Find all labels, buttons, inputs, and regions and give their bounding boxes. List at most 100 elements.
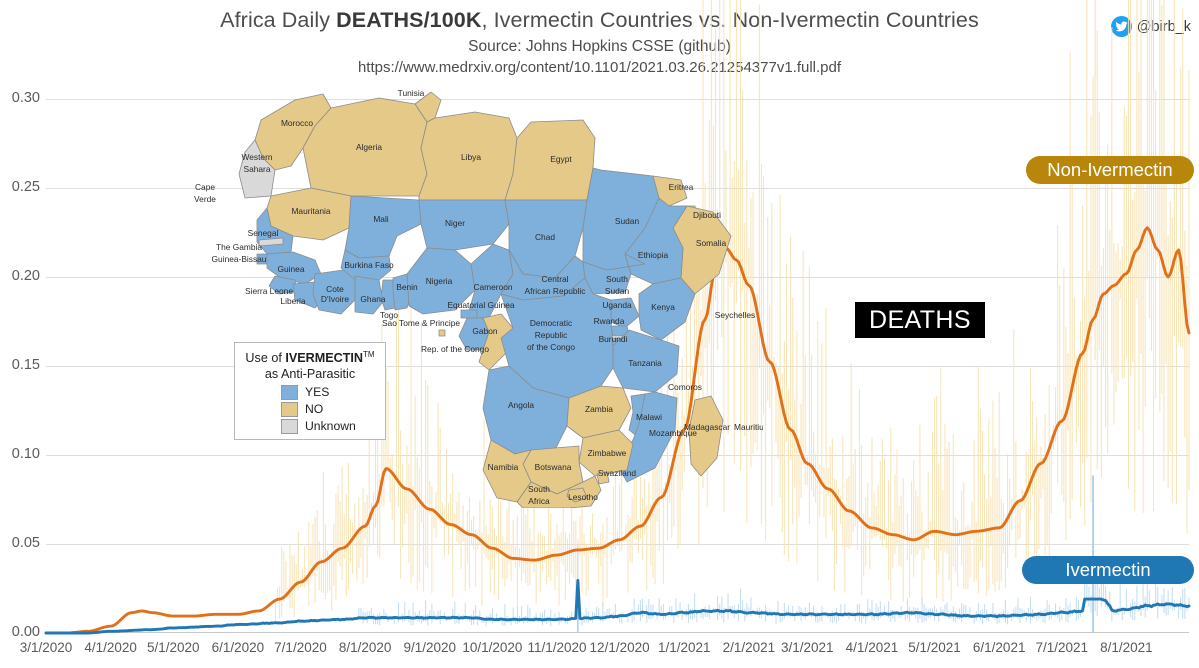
non-ivermectin-raw-series	[274, 0, 1190, 623]
country-zambia	[566, 385, 632, 439]
twitter-bird-icon	[1110, 16, 1132, 37]
map-legend-title: Use of IVERMECTINTM as Anti-Parasitic	[243, 350, 377, 383]
svg-text:African Republic: African Republic	[525, 286, 586, 296]
x-tick-label: 3/1/2021	[781, 640, 834, 655]
svg-text:Tanzania: Tanzania	[628, 358, 662, 368]
svg-text:Cameroon: Cameroon	[473, 282, 512, 292]
svg-text:Sao Tome & Principe: Sao Tome & Principe	[382, 318, 460, 328]
svg-text:Sudan: Sudan	[615, 216, 640, 226]
country-eritrea	[652, 175, 688, 207]
country-kenya	[638, 277, 696, 341]
y-axis-labels: 0.30 0.25 0.20 0.15 0.10 0.05 0.00	[0, 91, 40, 639]
svg-text:The Gambia: The Gambia	[216, 242, 262, 252]
source-url: https://www.medrxiv.org/content/10.1101/…	[357, 59, 842, 76]
svg-text:Gabon: Gabon	[472, 326, 497, 336]
svg-text:Cote: Cote	[326, 284, 344, 294]
svg-text:Burundi: Burundi	[599, 334, 628, 344]
ivermectin-line	[44, 579, 1191, 635]
y-tick-0.15: 0.15	[11, 357, 40, 373]
map-country-labels: Morocco Algeria Tunisia Libya Egypt West…	[194, 88, 763, 506]
legend-title-bold: IVERMECTIN	[285, 351, 363, 366]
country-madagascar	[688, 395, 724, 477]
svg-text:Rep. of the Congo: Rep. of the Congo	[421, 344, 489, 354]
svg-text:Mozambique: Mozambique	[649, 428, 697, 438]
legend-title-line2: as Anti-Parasitic	[264, 366, 356, 381]
svg-text:Cape: Cape	[195, 182, 215, 192]
legend-swatch-unknown	[281, 418, 298, 434]
legend-item-yes: YES	[281, 384, 377, 400]
title-part-1: Africa Daily	[220, 8, 337, 32]
x-tick-label: 2/1/2021	[722, 640, 776, 655]
svg-text:Morocco: Morocco	[281, 118, 313, 128]
non-ivermectin-series-label: Non-Ivermectin	[1026, 156, 1194, 184]
x-axis-labels: 3/1/2020 4/1/2020 5/1/2020 6/1/2020 7/1/2020…	[0, 640, 1199, 664]
country-ghana	[354, 275, 384, 315]
non-ivermectin-line	[44, 226, 1191, 635]
svg-text:Namibia: Namibia	[488, 462, 519, 472]
country-cameroon	[466, 243, 514, 331]
legend-swatch-yes	[281, 384, 298, 400]
country-guinea	[266, 251, 322, 285]
svg-text:Ethiopia: Ethiopia	[638, 250, 669, 260]
svg-text:Seychelles: Seychelles	[715, 310, 756, 320]
x-tick-label: 7/1/2020	[274, 640, 327, 655]
y-tick-0.30: 0.30	[11, 90, 40, 106]
x-tick-label: 6/1/2020	[211, 640, 265, 655]
svg-text:Angola: Angola	[508, 400, 534, 410]
legend-label-yes: YES	[305, 385, 330, 400]
x-tick-label: 4/1/2020	[84, 640, 137, 655]
svg-text:Mauritius: Mauritius	[734, 422, 763, 432]
x-tick-label: 9/1/2020	[403, 640, 457, 655]
country-drc	[500, 277, 614, 399]
series-plot	[44, 0, 1191, 635]
svg-text:Sierra Leone: Sierra Leone	[245, 286, 293, 296]
svg-text:Uganda: Uganda	[602, 300, 632, 310]
country-tunisia	[414, 91, 442, 123]
page-title: Africa Daily DEATHS/100K, Ivermectin Cou…	[0, 8, 1199, 33]
svg-text:Zimbabwe: Zimbabwe	[588, 448, 627, 458]
svg-text:Somalia: Somalia	[696, 238, 727, 248]
country-sierra-leone	[268, 275, 298, 295]
svg-text:Comoros: Comoros	[668, 382, 702, 392]
twitter-credit: @birb_k	[1110, 16, 1191, 37]
country-western-sahara	[238, 139, 276, 199]
svg-text:Republic: Republic	[535, 330, 568, 340]
svg-text:Western: Western	[241, 152, 272, 162]
y-tick-0.00: 0.00	[11, 624, 40, 640]
svg-text:Mali: Mali	[373, 214, 388, 224]
y-tick-0.20: 0.20	[11, 268, 40, 284]
svg-text:Niger: Niger	[445, 218, 465, 228]
legend-title-tm: TM	[363, 350, 375, 359]
svg-text:Central: Central	[542, 274, 569, 284]
legend-label-unknown: Unknown	[305, 419, 356, 434]
svg-text:Malawi: Malawi	[636, 412, 662, 422]
svg-text:Djibouti: Djibouti	[693, 210, 721, 220]
y-tick-0.25: 0.25	[11, 179, 40, 195]
africa-ivermectin-map: Morocco Algeria Tunisia Libya Egypt West…	[194, 88, 763, 508]
x-tick-label: 1/1/2021	[657, 640, 711, 655]
svg-text:Egypt: Egypt	[550, 154, 572, 164]
legend-swatch-no	[281, 401, 298, 417]
country-sao-tome	[438, 329, 446, 337]
svg-text:Sudan: Sudan	[605, 286, 630, 296]
legend-title-pre: Use of	[245, 351, 286, 366]
svg-text:Africa: Africa	[528, 496, 550, 506]
deaths-badge: DEATHS	[855, 302, 985, 338]
svg-text:Burkina Faso: Burkina Faso	[344, 260, 394, 270]
x-tick-label: 12/1/2020	[589, 640, 650, 655]
chart-subtitle: Source: Johns Hopkins CSSE (github)	[468, 38, 731, 55]
x-tick-label: 5/1/2020	[146, 640, 200, 655]
x-tick-label: 8/1/2021	[1100, 640, 1153, 655]
title-emphasis: DEATHS/100K	[336, 8, 482, 32]
country-togo	[380, 279, 396, 311]
country-lesotho	[566, 487, 588, 503]
svg-text:Kenya: Kenya	[651, 302, 675, 312]
svg-text:Democratic: Democratic	[530, 318, 572, 328]
x-tick-label: 8/1/2020	[338, 640, 392, 655]
svg-text:Verde: Verde	[194, 194, 216, 204]
svg-text:Sahara: Sahara	[243, 164, 270, 174]
svg-text:South: South	[528, 484, 550, 494]
svg-text:Algeria: Algeria	[356, 142, 382, 152]
x-tick-label: 11/1/2020	[527, 640, 587, 655]
